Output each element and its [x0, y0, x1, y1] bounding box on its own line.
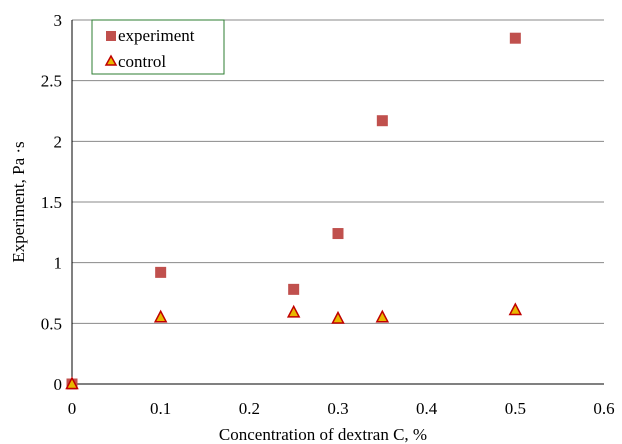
x-tick-labels: 0 0.1 0.2 0.3 0.4 0.5 0.6 — [68, 399, 615, 418]
y-tick-label: 1 — [54, 254, 63, 273]
x-tick-label: 0.5 — [505, 399, 526, 418]
x-axis-title: Concentration of dextran C, % — [219, 425, 427, 444]
legend: experiment control — [91, 19, 225, 75]
legend-marker-experiment — [106, 31, 116, 41]
y-tick-label: 0 — [54, 375, 63, 394]
point-experiment — [509, 32, 521, 44]
data-series — [65, 32, 523, 390]
legend-label-experiment: experiment — [118, 26, 195, 45]
x-tick-label: 0.3 — [327, 399, 348, 418]
y-tick-label: 2.5 — [41, 72, 62, 91]
legend-marker-control — [104, 54, 118, 66]
point-experiment — [288, 283, 300, 295]
x-tick-label: 0.1 — [150, 399, 171, 418]
series-experiment — [66, 32, 521, 390]
point-experiment — [376, 115, 388, 127]
point-control — [153, 309, 168, 323]
x-tick-label: 0.6 — [593, 399, 614, 418]
y-tick-label: 3 — [54, 11, 63, 30]
legend-label-control: control — [118, 52, 166, 71]
point-control — [508, 302, 523, 316]
point-control — [375, 309, 390, 323]
y-tick-label: 0.5 — [41, 314, 62, 333]
point-control — [286, 304, 301, 318]
point-control — [331, 310, 345, 324]
axes — [71, 20, 604, 385]
y-axis-title: Experiment, Pa ·s — [9, 141, 28, 262]
x-tick-label: 0 — [68, 399, 77, 418]
y-tick-labels: 0 0.5 1 1.5 2 2.5 3 — [41, 11, 62, 394]
point-experiment — [155, 266, 167, 278]
y-tick-label: 2 — [54, 132, 63, 151]
x-tick-label: 0.2 — [239, 399, 260, 418]
point-control — [65, 376, 79, 390]
x-tick-label: 0.4 — [416, 399, 438, 418]
series-control — [65, 302, 523, 390]
y-tick-label: 1.5 — [41, 193, 62, 212]
point-experiment — [332, 228, 344, 240]
